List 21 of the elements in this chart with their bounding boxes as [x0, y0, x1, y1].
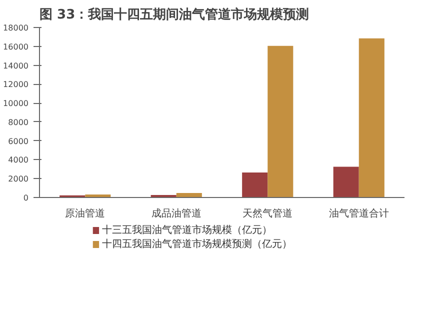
legend-label: 十三五我国油气管道市场规模（亿元）: [102, 224, 272, 236]
y-tick-label: 10000: [3, 99, 29, 108]
legend-label: 十四五我国油气管道市场规模预测（亿元）: [102, 238, 292, 250]
bar: [268, 46, 294, 198]
y-tick-label: 12000: [3, 80, 29, 90]
y-tick-label: 16000: [3, 42, 29, 52]
x-tick-label: 天然气管道: [242, 208, 293, 220]
bar: [333, 166, 359, 198]
y-tick-label: 8000: [8, 118, 28, 127]
bar: [358, 38, 384, 198]
bar: [242, 172, 268, 198]
y-tick-label: 6000: [8, 136, 28, 146]
x-tick-label: 成品油管道: [151, 208, 202, 220]
y-tick-label: 0: [23, 194, 29, 202]
y-tick-label: 4000: [8, 156, 28, 165]
y-tick-label: 18000: [3, 24, 29, 32]
y-tick-label: 14000: [3, 61, 29, 70]
y-tick-label: 2000: [8, 174, 28, 184]
chart-title: 图 33：我国十四五期间油气管道市场规模预测: [40, 6, 310, 22]
x-tick-label: 油气管道合计: [328, 208, 389, 220]
x-tick-label: 原油管道: [65, 208, 106, 220]
